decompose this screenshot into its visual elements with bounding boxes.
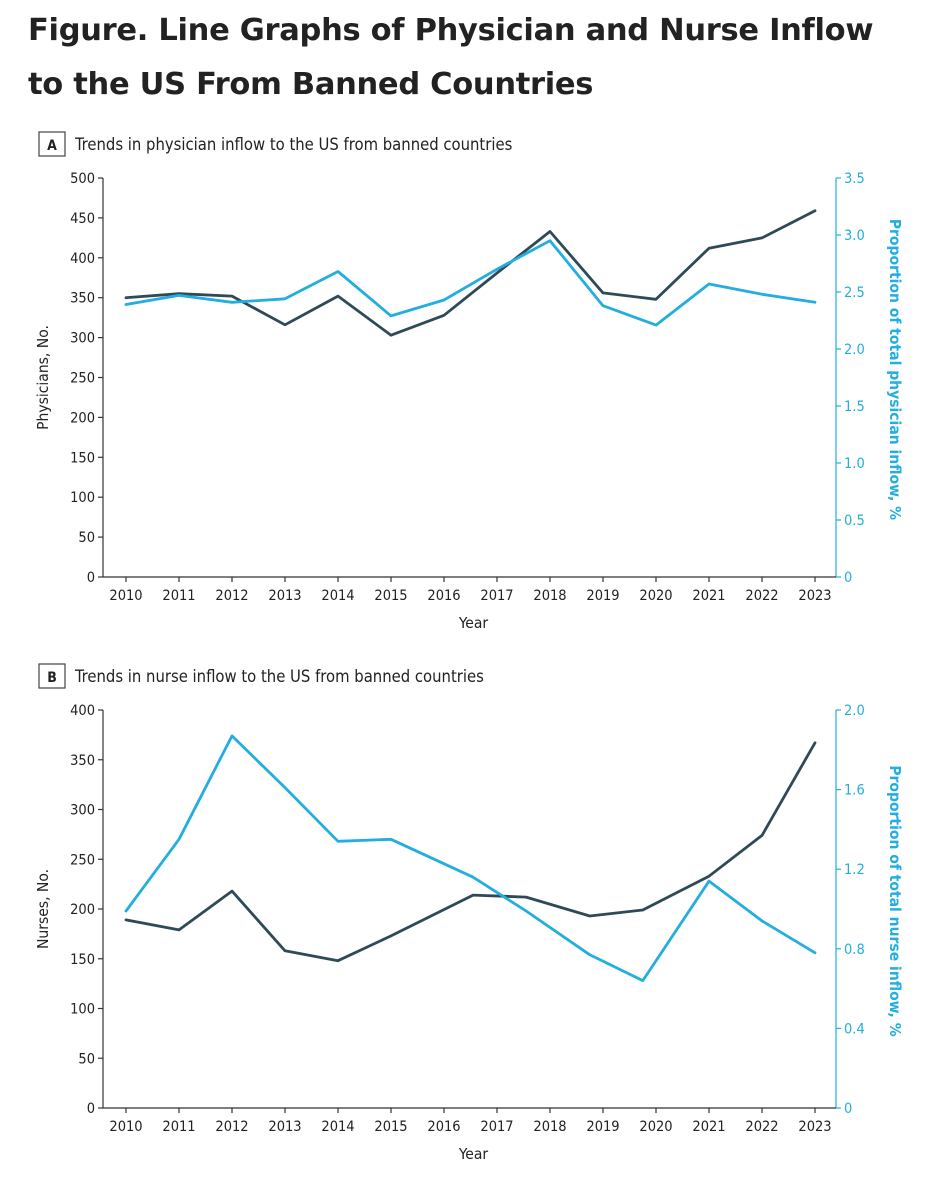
y-tick-label-left: 200 — [70, 902, 95, 918]
x-tick-label: 2012 — [215, 1119, 248, 1135]
y-tick-label-right: 1.6 — [844, 783, 865, 799]
y-axis-title-right: Proportion of total physician inflow, % — [886, 219, 904, 520]
panel-label: B — [47, 670, 57, 686]
count-series-line — [124, 741, 817, 963]
y-tick-label-left: 50 — [78, 530, 95, 546]
y-tick-label-left: 100 — [70, 490, 95, 506]
x-tick-label: 2023 — [798, 588, 831, 604]
x-tick-label: 2019 — [586, 588, 619, 604]
y-tick-label-left: 250 — [70, 852, 95, 868]
y-tick-label-left: 400 — [70, 251, 95, 267]
y-axis-title-left: Nurses, No. — [34, 869, 52, 949]
x-tick-label: 2014 — [321, 1119, 354, 1135]
y-tick-label-left: 0 — [87, 1101, 95, 1117]
panel-label-box — [38, 663, 66, 689]
y-tick-label-right: 1.2 — [844, 862, 865, 878]
x-tick-label: 2021 — [692, 1119, 725, 1135]
panel-title: Trends in physician inflow to the US fro… — [74, 135, 513, 154]
y-tick-label-right: 2.5 — [844, 285, 865, 301]
count-series-line — [124, 209, 817, 337]
x-tick-label: 2013 — [268, 1119, 301, 1135]
y-tick-label-left: 150 — [70, 952, 95, 968]
y-tick-label-left: 50 — [78, 1051, 95, 1067]
y-tick-label-right: 0.5 — [844, 513, 865, 529]
x-tick-label: 2013 — [268, 588, 301, 604]
y-tick-label-left: 0 — [87, 570, 95, 586]
x-tick-label: 2015 — [374, 1119, 407, 1135]
chart-panel-b: B Trends in nurse inflow to the US from b… — [34, 663, 904, 1163]
y-tick-label-left: 250 — [70, 371, 95, 387]
x-tick-label: 2022 — [745, 588, 778, 604]
x-tick-label: 2010 — [109, 1119, 142, 1135]
y-tick-label-right: 0.8 — [844, 942, 865, 958]
x-tick-label: 2023 — [798, 1119, 831, 1135]
y-tick-label-right: 2.0 — [844, 703, 865, 719]
y-tick-label-left: 150 — [70, 450, 95, 466]
y-tick-label-right: 1.5 — [844, 399, 865, 415]
panel-title: Trends in nurse inflow to the US from ba… — [74, 667, 484, 686]
y-tick-label-left: 100 — [70, 1002, 95, 1018]
y-tick-label-left: 500 — [70, 171, 95, 187]
x-tick-label: 2021 — [692, 588, 725, 604]
figure-title: Figure. Line Graphs of Physician and Nur… — [28, 13, 874, 102]
x-tick-label: 2011 — [162, 1119, 195, 1135]
x-tick-label: 2010 — [109, 588, 142, 604]
x-tick-label: 2011 — [162, 588, 195, 604]
proportion-series-line — [124, 239, 817, 327]
x-tick-label: 2020 — [639, 588, 672, 604]
x-tick-label: 2020 — [639, 1119, 672, 1135]
y-axis-title-right: Proportion of total nurse inflow, % — [886, 765, 904, 1036]
x-tick-label: 2017 — [480, 1119, 513, 1135]
proportion-series-line — [124, 734, 817, 982]
y-tick-label-right: 3.0 — [844, 228, 865, 244]
y-tick-label-right: 2.0 — [844, 342, 865, 358]
y-tick-label-left: 200 — [70, 410, 95, 426]
y-tick-label-right: 3.5 — [844, 171, 865, 187]
y-axis-title-left: Physicians, No. — [34, 325, 52, 430]
y-tick-label-right: 0.4 — [844, 1021, 865, 1037]
x-axis-title: Year — [458, 614, 489, 632]
x-tick-label: 2016 — [427, 588, 460, 604]
y-tick-label-left: 450 — [70, 211, 95, 227]
y-tick-label-right: 0 — [844, 1101, 852, 1117]
panel-label-box — [38, 131, 66, 157]
panel-label: A — [47, 138, 57, 154]
y-tick-label-left: 350 — [70, 753, 95, 769]
y-tick-label-left: 400 — [70, 703, 95, 719]
chart-panel-a: A Trends in physician inflow to the US fr… — [34, 131, 904, 632]
x-axis-title: Year — [458, 1145, 489, 1163]
y-tick-label-right: 1.0 — [844, 456, 865, 472]
y-tick-label-left: 350 — [70, 291, 95, 307]
x-tick-label: 2017 — [480, 588, 513, 604]
x-tick-label: 2022 — [745, 1119, 778, 1135]
y-tick-label-left: 300 — [70, 331, 95, 347]
x-tick-label: 2015 — [374, 588, 407, 604]
x-tick-label: 2016 — [427, 1119, 460, 1135]
x-tick-label: 2012 — [215, 588, 248, 604]
x-tick-label: 2019 — [586, 1119, 619, 1135]
x-tick-label: 2018 — [533, 1119, 566, 1135]
x-tick-label: 2018 — [533, 588, 566, 604]
y-tick-label-left: 300 — [70, 803, 95, 819]
y-tick-label-right: 0 — [844, 570, 852, 586]
x-tick-label: 2014 — [321, 588, 354, 604]
